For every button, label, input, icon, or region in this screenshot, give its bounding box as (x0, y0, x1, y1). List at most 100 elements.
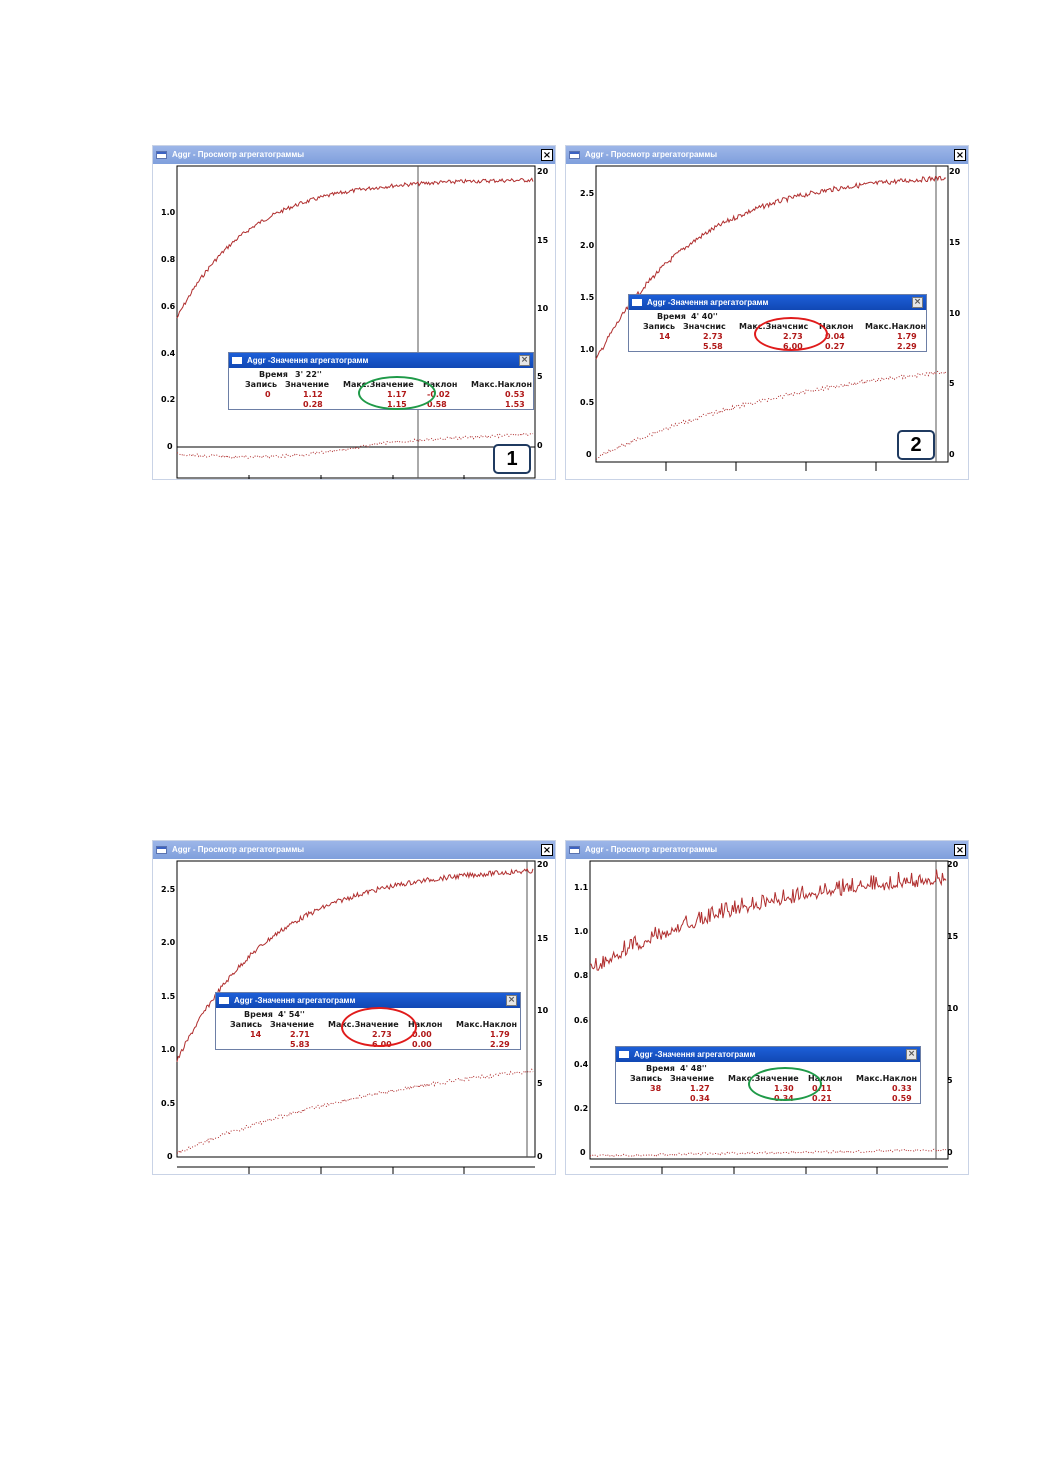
header-slope: Наклон (808, 1074, 843, 1083)
dialog-close-button[interactable]: × (912, 297, 923, 308)
y-tick-left: 2.5 (580, 189, 595, 198)
y-tick-left: 0.6 (161, 302, 176, 311)
aggregatogram-values-dialog: Aggr -Значення агрегатограмм × Время 4' … (628, 294, 927, 352)
record-value: 0 (265, 390, 271, 399)
y-tick-left: 0.5 (161, 1099, 176, 1108)
y-tick-left: 1.5 (161, 992, 176, 1001)
time-value: 3' 22'' (295, 370, 322, 379)
dialog-close-button[interactable]: × (506, 995, 517, 1006)
y-tick-left: 0 (580, 1148, 586, 1157)
header-max-slope: Макс.Наклон (471, 380, 532, 389)
dialog-titlebar[interactable]: Aggr -Значення агрегатограмм × (616, 1047, 920, 1062)
close-button[interactable]: × (954, 844, 966, 856)
header-max-slope: Макс.Наклон (456, 1020, 517, 1029)
header-slope: Наклон (408, 1020, 443, 1029)
aggregatogram-window-2: Aggr - Просмотр агрегатограммы × 2.5 2.0… (565, 145, 969, 480)
y-tick-left: 2.5 (161, 885, 176, 894)
y-tick-right: 15 (947, 932, 959, 941)
header-value: Значение (285, 380, 330, 389)
header-slope: Наклон (423, 380, 458, 389)
y-tick-left: 1.5 (580, 293, 595, 302)
window-titlebar[interactable]: Aggr - Просмотр агрегатограммы × (566, 146, 968, 164)
dialog-titlebar[interactable]: Aggr -Значення агрегатограмм × (216, 993, 520, 1008)
value-cell: 5.83 (290, 1040, 310, 1049)
slope-cell: 0.27 (825, 342, 845, 351)
max-slope-cell: 0.33 (892, 1084, 912, 1093)
max-slope-cell: 0.59 (892, 1094, 912, 1103)
y-tick-left: 1.0 (161, 208, 176, 217)
time-label: Время (259, 370, 288, 379)
aggregatogram-window-3: Aggr - Просмотр агрегатограммы × 2.5 2.0… (152, 840, 556, 1175)
dialog-title: Aggr -Значення агрегатограмм (234, 996, 356, 1005)
y-tick-left: 0.5 (580, 398, 595, 407)
aggregation-curve (176, 867, 534, 1063)
slope-cell: -0.02 (427, 390, 451, 399)
window-title: Aggr - Просмотр агрегатограммы (172, 150, 305, 159)
header-value: Значснис (683, 322, 726, 331)
window-icon (156, 846, 167, 854)
max-slope-cell: 1.53 (505, 400, 525, 409)
y-tick-left: 0.8 (574, 971, 589, 980)
y-tick-right: 5 (537, 1079, 543, 1088)
value-cell: 1.12 (303, 390, 323, 399)
window-title: Aggr - Просмотр агрегатограммы (585, 845, 718, 854)
dialog-title: Aggr -Значення агрегатограмм (634, 1050, 756, 1059)
y-tick-left: 1.0 (161, 1045, 176, 1054)
window-icon (569, 151, 580, 159)
header-max-slope: Макс.Наклон (856, 1074, 917, 1083)
header-record: Запись (230, 1020, 263, 1029)
header-slope: Наклон (819, 322, 854, 331)
slope-cell: 0.00 (412, 1040, 432, 1049)
y-tick-left: 0.4 (161, 349, 176, 358)
highlight-ellipse-red (754, 317, 828, 351)
dialog-close-button[interactable]: × (519, 355, 530, 366)
value-cell: 0.34 (690, 1094, 710, 1103)
value-cell: 2.73 (703, 332, 723, 341)
slope-cell: 0.21 (812, 1094, 832, 1103)
header-max-slope: Макс.Наклон (865, 322, 926, 331)
dialog-icon (619, 1051, 629, 1058)
y-tick-left: 1.1 (574, 883, 589, 892)
window-titlebar[interactable]: Aggr - Просмотр агрегатограммы × (153, 146, 555, 164)
dialog-close-button[interactable]: × (906, 1049, 917, 1060)
header-record: Запись (630, 1074, 663, 1083)
max-slope-cell: 2.29 (490, 1040, 510, 1049)
y-tick-left: 0 (167, 1152, 173, 1161)
highlight-ellipse-green (358, 376, 436, 410)
record-value: 38 (650, 1084, 662, 1093)
dialog-icon (219, 997, 229, 1004)
close-button[interactable]: × (541, 844, 553, 856)
window-titlebar[interactable]: Aggr - Просмотр агрегатограммы × (153, 841, 555, 859)
value-cell: 5.58 (703, 342, 723, 351)
dialog-icon (232, 357, 242, 364)
y-tick-left: 0.4 (574, 1060, 589, 1069)
y-tick-right: 10 (947, 1004, 959, 1013)
y-tick-left: 1.0 (574, 927, 589, 936)
dialog-title: Aggr -Значення агрегатограмм (647, 298, 769, 307)
y-tick-left: 2.0 (580, 241, 595, 250)
record-value: 14 (659, 332, 671, 341)
dialog-title: Aggr -Значення агрегатограмм (247, 356, 369, 365)
y-tick-left: 1.0 (580, 345, 595, 354)
max-slope-cell: 1.79 (897, 332, 917, 341)
close-button[interactable]: × (541, 149, 553, 161)
y-tick-right: 5 (537, 372, 543, 381)
max-slope-cell: 0.53 (505, 390, 525, 399)
y-tick-right: 20 (947, 860, 959, 869)
aggregatogram-window-1: Aggr - Просмотр агрегатограммы × 1.0 0.8… (152, 145, 556, 480)
y-tick-right: 10 (537, 1006, 549, 1015)
window-titlebar[interactable]: Aggr - Просмотр агрегатограммы × (566, 841, 968, 859)
y-tick-right: 20 (537, 167, 549, 176)
y-tick-right: 15 (949, 238, 961, 247)
y-tick-right: 20 (949, 167, 961, 176)
dialog-titlebar[interactable]: Aggr -Значення агрегатограмм × (229, 353, 533, 368)
y-tick-right: 15 (537, 934, 549, 943)
light-transmission-trace (176, 432, 534, 460)
close-button[interactable]: × (954, 149, 966, 161)
value-cell: 0.28 (303, 400, 323, 409)
y-tick-left: 0 (586, 450, 592, 459)
y-tick-left: 0.8 (161, 255, 176, 264)
aggregatogram-plot (176, 860, 536, 1174)
dialog-titlebar[interactable]: Aggr -Значення агрегатограмм × (629, 295, 926, 310)
dialog-icon (632, 299, 642, 306)
